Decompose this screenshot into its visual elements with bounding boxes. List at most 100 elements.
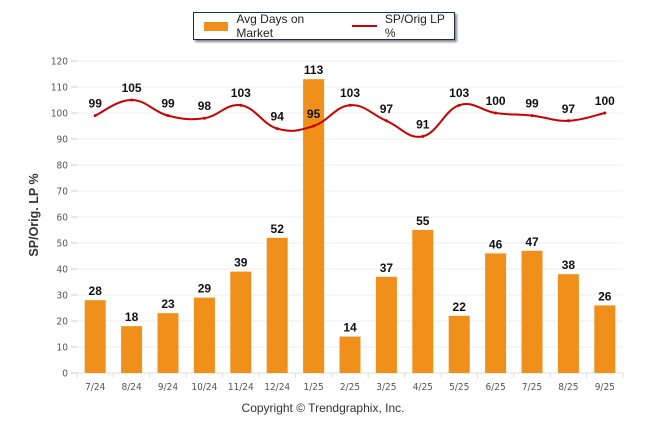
line-data-label: 94 xyxy=(271,110,285,124)
bar-data-label: 38 xyxy=(562,258,576,272)
y-tick-label: 50 xyxy=(57,239,69,250)
bar-data-label: 22 xyxy=(453,300,467,314)
x-tick-label: 7/24 xyxy=(85,382,105,393)
y-tick-label: 0 xyxy=(62,369,68,380)
y-tick-label: 110 xyxy=(51,83,68,94)
bar-data-label: 47 xyxy=(525,235,539,249)
bar xyxy=(84,300,106,373)
y-tick-label: 70 xyxy=(57,187,69,198)
bar-data-label: 28 xyxy=(89,284,103,298)
bar xyxy=(303,79,325,373)
bar xyxy=(339,336,361,373)
line-data-label: 97 xyxy=(380,102,394,116)
line-point xyxy=(566,119,570,123)
y-axis: 0 10 20 30 40 50 60 70 80 90 100 110 120 xyxy=(51,57,77,380)
y-tick-label: 10 xyxy=(57,343,69,354)
bar xyxy=(521,250,543,373)
x-tick-label: 9/24 xyxy=(158,382,178,393)
x-tick-label: 5/25 xyxy=(449,382,469,393)
line-data-label: 99 xyxy=(525,97,539,111)
line-data-label: 97 xyxy=(562,102,576,116)
line-point xyxy=(312,124,316,128)
x-tick-label: 1/25 xyxy=(303,382,323,393)
x-tick-label: 8/24 xyxy=(121,382,141,393)
legend-line-swatch xyxy=(352,25,377,27)
line-data-label: 98 xyxy=(198,99,212,113)
line-data-label: 105 xyxy=(122,81,142,95)
x-tick-label: 11/24 xyxy=(228,382,254,393)
y-tick-label: 20 xyxy=(57,317,69,328)
y-tick-label: 100 xyxy=(51,109,68,120)
bar xyxy=(121,326,143,373)
y-tick-label: 90 xyxy=(57,135,69,146)
x-axis: 7/24 8/24 9/24 10/24 11/24 12/24 1/25 2/25 3/25 4… xyxy=(76,373,624,393)
line-data-label: 99 xyxy=(161,97,175,111)
x-tick-label: 2/25 xyxy=(340,382,360,393)
x-tick-label: 9/25 xyxy=(595,382,615,393)
y-tick-label: 30 xyxy=(57,291,69,302)
x-tick-label: 8/25 xyxy=(558,382,578,393)
line-point xyxy=(384,119,388,123)
bar xyxy=(375,276,397,373)
bar-data-label: 26 xyxy=(598,289,612,303)
x-tick-label: 10/24 xyxy=(191,382,217,393)
line-data-label: 103 xyxy=(340,86,360,100)
line-point xyxy=(93,114,97,118)
x-tick-label: 6/25 xyxy=(485,382,505,393)
line-point xyxy=(494,111,498,115)
x-tick-label: 3/25 xyxy=(376,382,396,393)
line-point xyxy=(603,111,607,115)
bar-data-label: 18 xyxy=(125,310,139,324)
bar-data-label: 23 xyxy=(161,297,175,311)
line-point xyxy=(275,127,279,131)
line-point xyxy=(239,103,243,107)
y-tick-label: 80 xyxy=(57,161,69,172)
bar xyxy=(448,315,470,373)
y-tick-label: 120 xyxy=(51,57,68,68)
bar-data-label: 113 xyxy=(304,63,324,77)
line-point xyxy=(421,134,425,138)
bar xyxy=(485,253,507,373)
x-tick-label: 7/25 xyxy=(522,382,542,393)
x-tick-label: 4/25 xyxy=(413,382,433,393)
bar-data-label: 39 xyxy=(234,256,248,270)
bar-data-label: 14 xyxy=(343,321,357,335)
line-point xyxy=(348,103,352,107)
line-point xyxy=(530,114,534,118)
bar xyxy=(266,237,288,373)
line-data-label: 95 xyxy=(307,107,321,121)
bar xyxy=(594,305,616,373)
line-point xyxy=(166,114,170,118)
bar xyxy=(412,230,434,373)
line-data-label: 103 xyxy=(231,86,251,100)
y-tick-label: 40 xyxy=(57,265,69,276)
legend-bar-swatch xyxy=(204,21,229,31)
y-tick-label: 60 xyxy=(57,213,69,224)
bar-data-label: 55 xyxy=(416,214,430,228)
y-axis-title: SP/Orig. LP % xyxy=(27,173,41,257)
x-tick-label: 12/24 xyxy=(264,382,290,393)
legend-bar-label: Avg Days on Market xyxy=(236,12,305,40)
line-data-labels: 99 105 99 98 103 94 95 103 97 91 103 100 99 97 100 xyxy=(89,81,616,131)
line-data-label: 91 xyxy=(416,117,430,131)
bar-series xyxy=(84,79,616,373)
line-data-label: 103 xyxy=(449,86,469,100)
bar xyxy=(157,313,179,373)
line-data-label: 100 xyxy=(486,94,506,108)
line-point xyxy=(457,103,461,107)
copyright-footer: Copyright © Trendgraphix, Inc. xyxy=(241,401,405,415)
bar-data-label: 52 xyxy=(271,222,285,236)
line-point xyxy=(130,98,134,102)
bar xyxy=(230,271,252,373)
line-data-label: 100 xyxy=(595,94,615,108)
bar-data-label: 46 xyxy=(489,237,503,251)
bar xyxy=(193,297,215,373)
line-series xyxy=(93,98,607,138)
legend: Avg Days on Market SP/Orig LP % xyxy=(193,12,455,40)
line-data-label: 99 xyxy=(89,97,103,111)
legend-line-label: SP/Orig LP % xyxy=(384,12,445,40)
line-point xyxy=(202,116,206,120)
bar xyxy=(557,274,579,373)
bar-data-labels: 28 18 23 29 39 52 113 14 37 55 22 46 47 38 26 xyxy=(89,63,612,334)
